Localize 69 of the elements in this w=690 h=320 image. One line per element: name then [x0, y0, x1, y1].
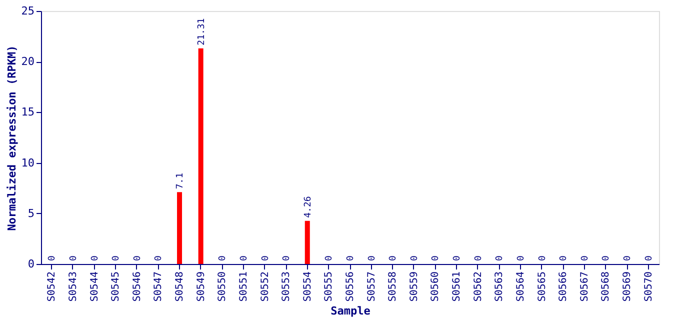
x-tick-label: S0564	[515, 272, 526, 302]
x-tick-label: S0562	[472, 272, 484, 302]
x-tick-label: S0546	[132, 272, 143, 302]
x-tick-label: S0570	[643, 272, 654, 302]
x-tick-label: S0544	[89, 272, 100, 302]
x-tick-label: S0558	[388, 272, 399, 302]
data-label: 0	[452, 256, 463, 261]
y-tick-label: 0	[28, 258, 34, 270]
data-label: 7.1	[176, 172, 186, 190]
data-label: 21.31	[196, 18, 207, 46]
y-axis-title: Normalized expression (RPKM)	[5, 45, 18, 231]
data-label: 0	[112, 256, 122, 261]
x-tick-label: S0555	[324, 272, 335, 302]
x-tick-label: S0565	[536, 272, 548, 302]
x-tick-label: S0560	[430, 272, 442, 302]
data-label: 0	[154, 256, 164, 261]
x-tick-label: S0567	[579, 272, 590, 302]
y-tick-label: 25	[21, 4, 34, 18]
bar	[304, 220, 310, 264]
bar	[177, 192, 182, 264]
x-axis-title: Sample	[330, 304, 371, 318]
x-tick-label: S0559	[408, 272, 420, 302]
x-tick-label: S0552	[260, 272, 271, 302]
data-label: 0	[367, 256, 378, 261]
x-tick-label: S0557	[366, 272, 378, 302]
x-tick-label: S0550	[217, 272, 228, 302]
data-label: 0	[623, 256, 634, 261]
x-tick-label: S0569	[622, 272, 634, 302]
bar	[198, 48, 204, 264]
data-label: 0	[516, 256, 526, 261]
data-label: 0	[431, 256, 442, 261]
data-label: 0	[580, 256, 590, 261]
data-label: 0	[644, 256, 654, 261]
data-label: 0	[495, 256, 506, 261]
data-label: 0	[239, 256, 250, 261]
data-label: 0	[388, 256, 399, 261]
data-label: 0	[132, 256, 143, 261]
data-label: 0	[559, 256, 570, 261]
data-label: 0	[282, 256, 292, 261]
x-tick-label: S0566	[558, 272, 570, 302]
x-tick-label: S0549	[196, 272, 207, 302]
data-label: 0	[218, 256, 228, 261]
x-tick-label: S0554	[302, 272, 314, 302]
data-label: 0	[538, 256, 548, 261]
data-label: 0	[68, 256, 79, 261]
y-tick-label: 5	[28, 206, 34, 220]
x-tick-label: S0545	[110, 272, 122, 302]
data-label: 0	[410, 256, 420, 261]
x-tick-label: S0543	[68, 272, 79, 302]
x-tick-label: S0547	[153, 272, 164, 302]
y-tick-label: 10	[21, 156, 34, 170]
x-tick-label: S0561	[452, 272, 463, 302]
x-tick-label: S0556	[345, 272, 356, 302]
data-label: 4.26	[303, 196, 314, 218]
data-label: 0	[602, 256, 612, 261]
data-label: 0	[260, 256, 271, 261]
data-label: 0	[346, 256, 356, 261]
y-tick-label: 20	[21, 55, 34, 68]
data-label: 0	[474, 256, 484, 261]
y-tick-label: 15	[21, 106, 34, 119]
x-tick-label: S0548	[174, 272, 186, 302]
x-tick-label: S0551	[238, 272, 250, 302]
data-label: 0	[324, 256, 335, 261]
data-label: 0	[48, 256, 58, 261]
x-tick-label: S0542	[46, 272, 58, 302]
x-tick-label: S0563	[494, 272, 506, 302]
x-tick-label: S0568	[600, 272, 612, 302]
data-label: 0	[90, 256, 100, 261]
x-tick-label: S0553	[281, 272, 292, 302]
